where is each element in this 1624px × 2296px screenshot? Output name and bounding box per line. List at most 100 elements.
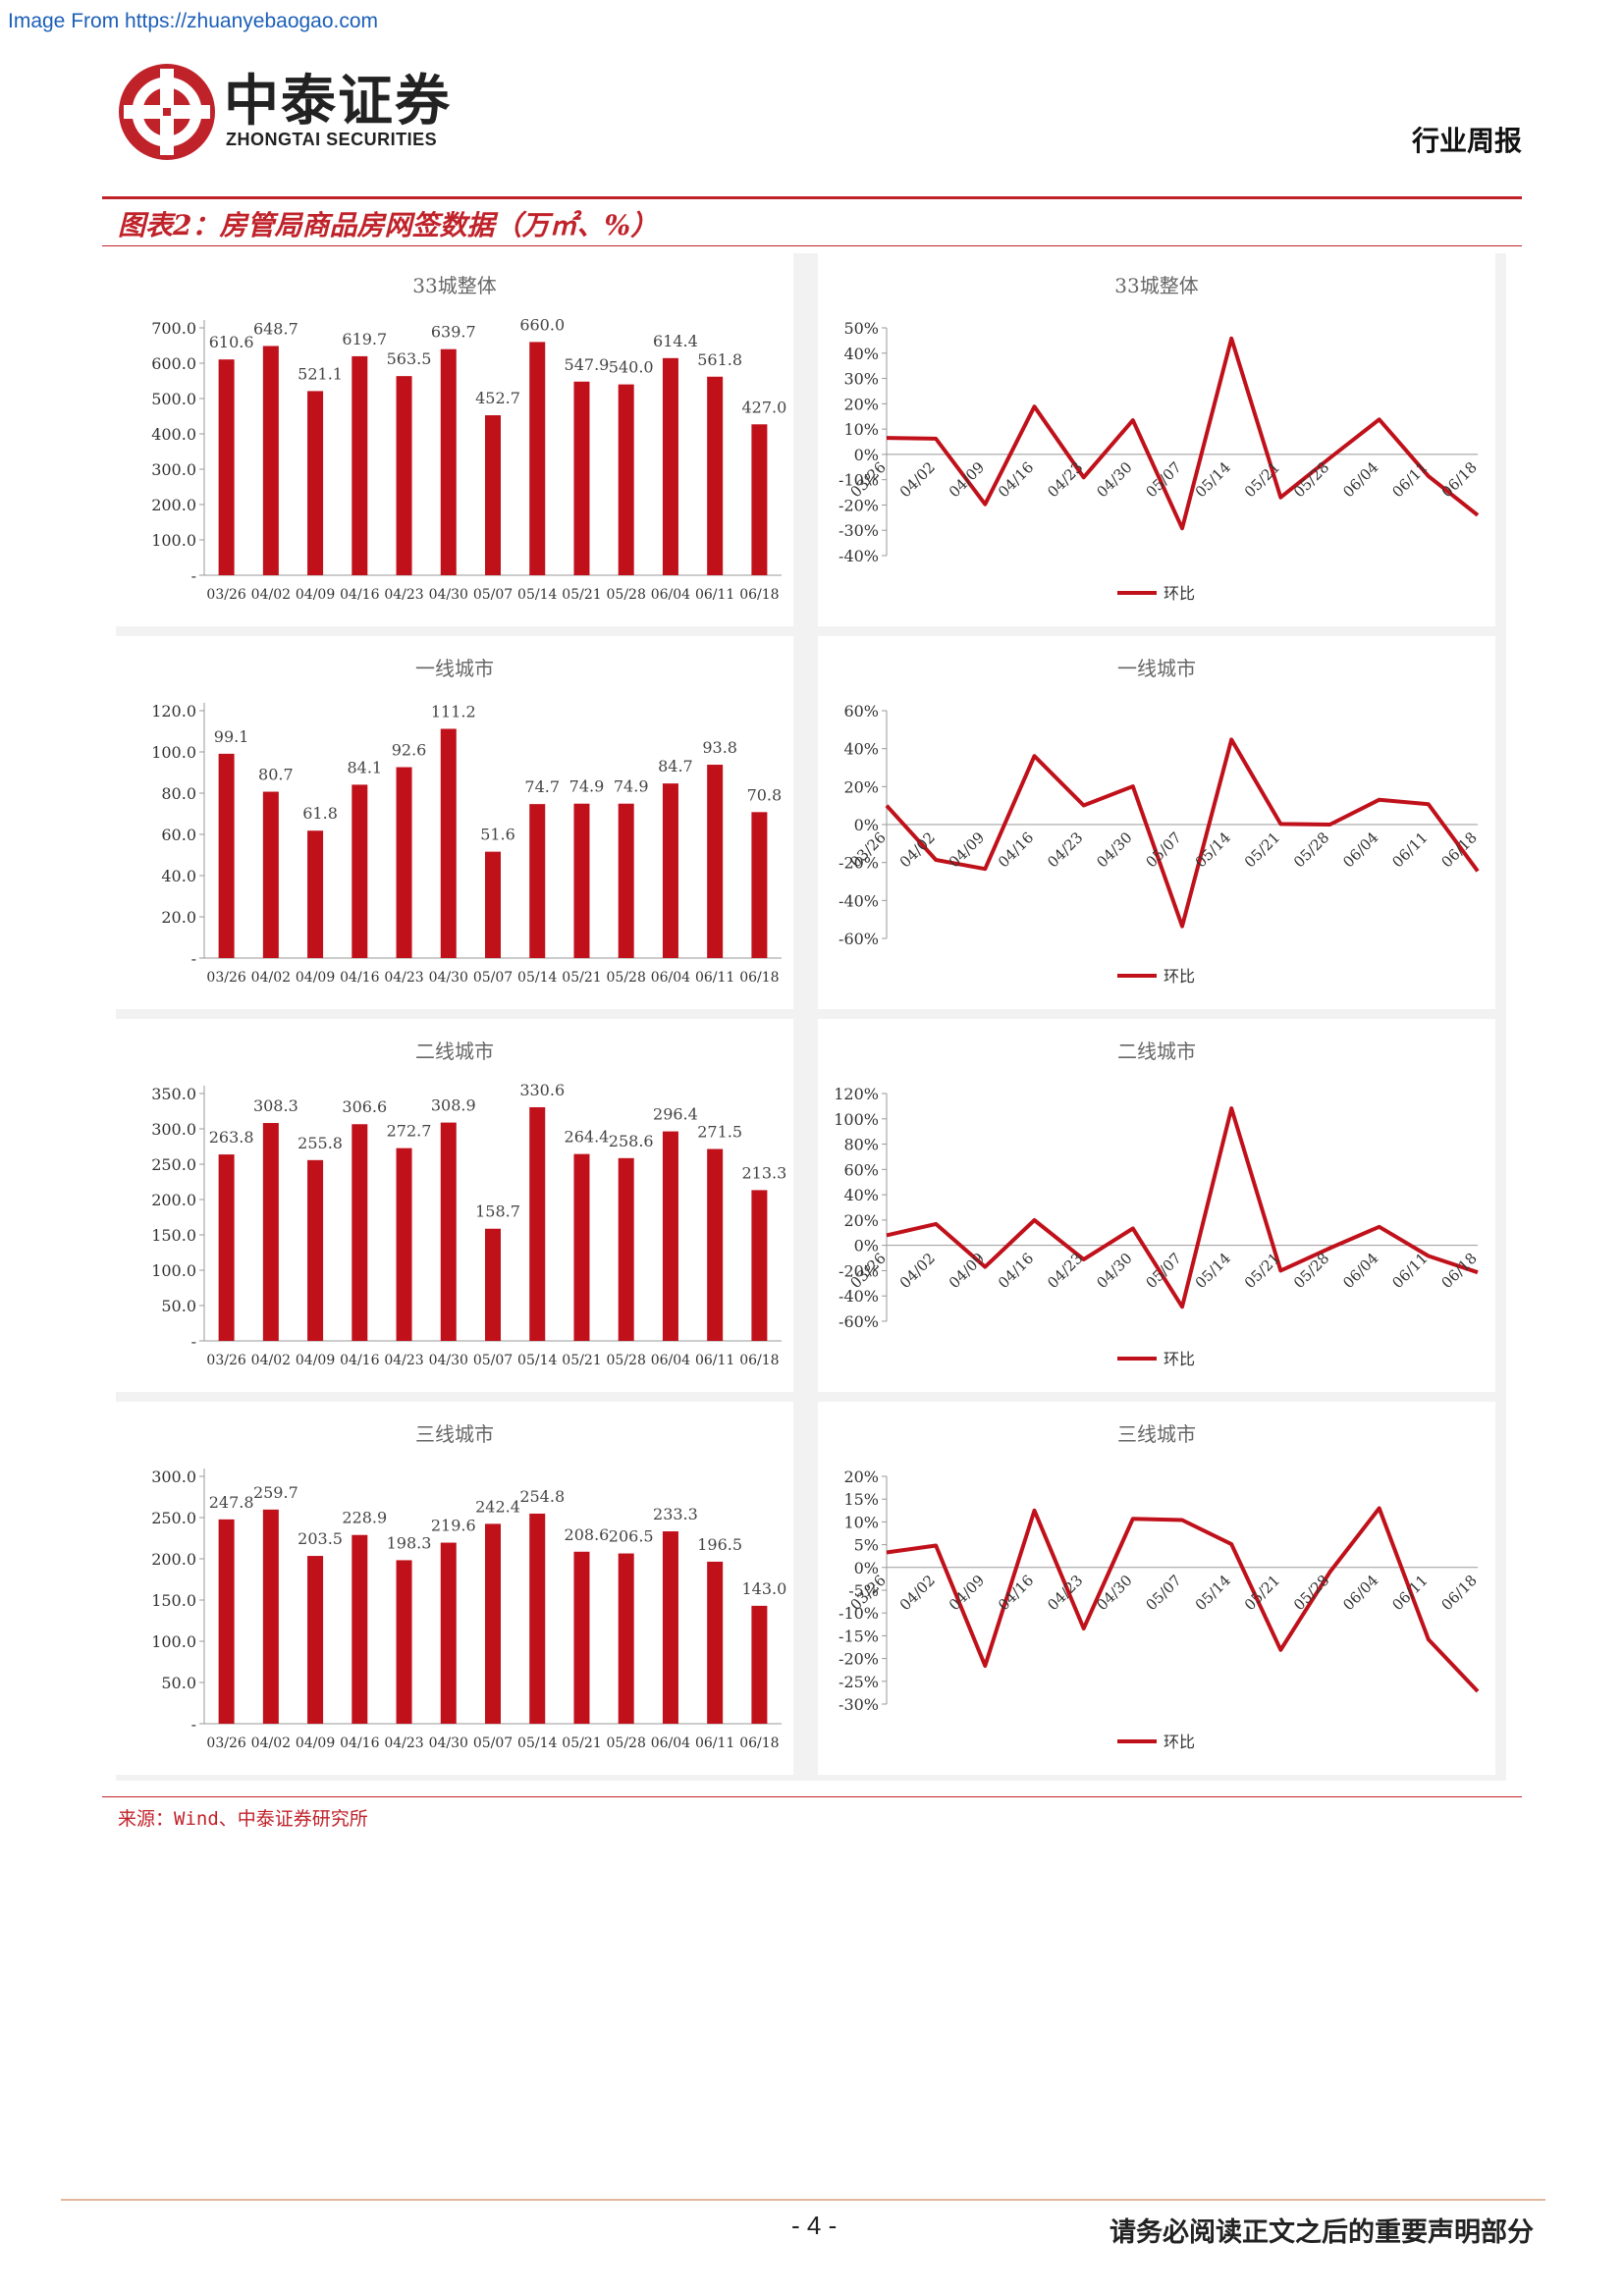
bar xyxy=(529,804,546,958)
y-tick-label: 20% xyxy=(843,395,879,413)
bar-value-label: 111.2 xyxy=(431,702,476,721)
bar xyxy=(396,1148,412,1341)
bar xyxy=(218,1154,235,1341)
chart-grid: 33城整体 700.0 600.0 500.0 400.0 300.0 200.0 100.0… xyxy=(116,253,1506,1781)
y-tick-label: -40% xyxy=(839,547,879,565)
bar xyxy=(751,1190,768,1341)
x-tick-label: 05/28 xyxy=(1290,458,1332,501)
line-chart: 二线城市120%100%80%60%40%20%0%-20%-40%-60%03… xyxy=(834,1040,1481,1368)
bar-value-label: 614.4 xyxy=(653,332,698,350)
x-tick-label: 04/16 xyxy=(995,458,1037,501)
x-tick-label: 06/11 xyxy=(1388,828,1431,871)
bar xyxy=(307,1556,324,1724)
y-tick-label: -20% xyxy=(839,854,879,873)
bar xyxy=(485,415,501,575)
x-tick-label: 05/14 xyxy=(517,1735,557,1751)
chart-title: 一线城市 xyxy=(1117,657,1196,680)
bar-value-label: 74.9 xyxy=(614,777,649,796)
bar-value-label: 247.8 xyxy=(209,1493,254,1512)
y-tick-label: -25% xyxy=(839,1673,879,1691)
x-tick-label: 03/26 xyxy=(206,1353,245,1368)
y-tick-label: 120.0 xyxy=(151,702,196,721)
x-tick-label: 05/07 xyxy=(1143,1572,1185,1614)
y-tick-label: 200.0 xyxy=(151,1191,196,1209)
x-tick-label: 04/16 xyxy=(340,970,379,986)
mom-line xyxy=(886,336,1480,531)
y-tick-label: 500.0 xyxy=(151,390,196,408)
source-link[interactable]: Image From https://zhuanyebaogao.com xyxy=(8,10,379,32)
x-tick-label: 05/21 xyxy=(1241,828,1283,871)
x-tick-label: 04/23 xyxy=(1044,1250,1086,1292)
bar-value-label: 547.9 xyxy=(565,355,610,374)
x-tick-label: 05/14 xyxy=(1192,1572,1234,1614)
bar xyxy=(573,381,590,575)
x-tick-label: 05/07 xyxy=(1143,458,1185,501)
bar-value-label: 208.6 xyxy=(565,1525,610,1544)
bar-value-label: 143.0 xyxy=(741,1579,786,1598)
y-tick-label: 300.0 xyxy=(151,1120,196,1139)
x-tick-label: 06/11 xyxy=(1388,1250,1431,1292)
footer-disclaimer: 请务必阅读正文之后的重要声明部分 xyxy=(1110,2217,1534,2248)
x-tick-label: 05/07 xyxy=(473,1353,513,1368)
x-tick-label: 04/30 xyxy=(429,1353,468,1368)
y-tick-label: 50.0 xyxy=(161,1297,196,1315)
mom-line xyxy=(886,1506,1480,1693)
bar-value-label: 213.3 xyxy=(741,1163,786,1182)
bar xyxy=(707,376,724,575)
bar xyxy=(396,1560,412,1724)
bar xyxy=(751,424,768,575)
x-tick-label: 05/14 xyxy=(517,970,557,986)
chart-title: 三线城市 xyxy=(1117,1422,1196,1446)
x-tick-label: 05/21 xyxy=(562,1353,601,1368)
y-tick-label: 80% xyxy=(843,1136,879,1154)
bar xyxy=(573,1551,590,1724)
bar-value-label: 99.1 xyxy=(214,727,249,746)
bar xyxy=(529,1513,546,1724)
line-chart: 三线城市 20% 15% 10% 5% 0% -5% -10% -15% -20% -25% -30%… xyxy=(839,1422,1481,1751)
header-divider xyxy=(102,196,1522,199)
bar xyxy=(307,391,324,575)
x-tick-label: 04/09 xyxy=(946,458,988,501)
figure-title: 图表2：房管局商品房网签数据（万㎡、%） xyxy=(118,209,659,241)
x-tick-label: 04/02 xyxy=(251,1353,291,1368)
bar-value-label: 92.6 xyxy=(392,741,427,760)
bar-value-label: 84.1 xyxy=(347,758,382,776)
x-tick-label: 05/28 xyxy=(1290,1572,1332,1614)
y-tick-label: 60% xyxy=(843,702,879,721)
bar-value-label: 198.3 xyxy=(387,1533,432,1552)
bar-value-label: 70.8 xyxy=(747,785,783,804)
y-tick-label: - xyxy=(191,949,196,968)
y-tick-label: - xyxy=(191,1715,196,1734)
bar-value-label: 254.8 xyxy=(519,1487,565,1506)
bar-value-label: 648.7 xyxy=(253,319,298,338)
bar-value-label: 561.8 xyxy=(697,350,742,369)
x-tick-label: 04/09 xyxy=(946,1572,988,1614)
y-tick-label: 40.0 xyxy=(161,867,196,885)
x-tick-label: 04/16 xyxy=(995,1572,1037,1614)
chart-panel-33city-mom: 33城整体 50% 40% 30% 20% 10% 0% -10% -20% -30% -40% 03… xyxy=(818,253,1495,626)
y-tick-label: -10% xyxy=(839,1604,879,1623)
bar xyxy=(573,803,590,958)
chart-panel-tier1-mom: 一线城市 60% 40% 20% 0% -20% -40% -60% 03/26 04/02 04/… xyxy=(818,636,1495,1009)
x-tick-label: 04/16 xyxy=(340,1353,379,1368)
bar-value-label: 263.8 xyxy=(209,1128,254,1147)
x-tick-label: 06/18 xyxy=(739,1735,779,1751)
bar-chart: 33城整体 700.0 600.0 500.0 400.0 300.0 200.0 100.0… xyxy=(151,274,786,603)
y-tick-label: 350.0 xyxy=(151,1085,196,1103)
bar xyxy=(352,1124,368,1341)
x-tick-label: 04/23 xyxy=(1044,1572,1086,1614)
bar-value-label: 660.0 xyxy=(519,315,565,334)
bar xyxy=(218,359,235,575)
bar-value-label: 610.6 xyxy=(209,333,254,351)
bar-value-label: 74.9 xyxy=(569,777,605,796)
y-tick-label: 20% xyxy=(843,777,879,796)
bar xyxy=(440,1542,457,1724)
y-tick-label: -60% xyxy=(839,1312,879,1331)
bar xyxy=(440,728,457,958)
y-tick-label: 20% xyxy=(843,1468,879,1486)
bar-value-label: 80.7 xyxy=(258,766,294,784)
x-tick-label: 05/14 xyxy=(517,1353,557,1368)
bar xyxy=(352,1534,368,1724)
y-tick-label: -40% xyxy=(839,1287,879,1306)
y-tick-label: 100.0 xyxy=(151,1261,196,1280)
